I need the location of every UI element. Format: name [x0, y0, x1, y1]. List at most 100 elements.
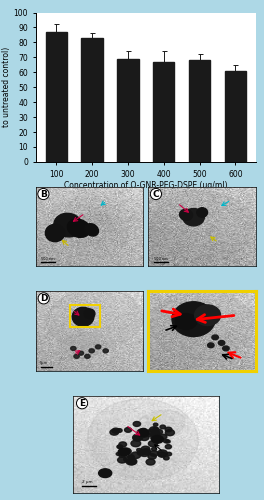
Ellipse shape	[110, 430, 119, 435]
Ellipse shape	[197, 208, 208, 217]
Ellipse shape	[84, 309, 95, 318]
Ellipse shape	[147, 434, 152, 436]
Ellipse shape	[61, 332, 107, 358]
Ellipse shape	[149, 426, 159, 433]
Bar	[46, 32, 67, 162]
Ellipse shape	[212, 335, 218, 340]
Ellipse shape	[124, 456, 131, 462]
Ellipse shape	[142, 448, 151, 454]
Ellipse shape	[157, 450, 167, 456]
Ellipse shape	[153, 428, 158, 430]
Ellipse shape	[158, 452, 166, 457]
Ellipse shape	[218, 340, 225, 345]
Ellipse shape	[148, 454, 156, 459]
Ellipse shape	[151, 435, 159, 441]
Ellipse shape	[165, 430, 175, 436]
Ellipse shape	[135, 410, 185, 440]
Ellipse shape	[165, 444, 171, 449]
Ellipse shape	[71, 346, 76, 350]
Bar	[82, 38, 103, 162]
Ellipse shape	[118, 448, 130, 456]
Ellipse shape	[112, 428, 120, 433]
Ellipse shape	[160, 425, 166, 429]
Ellipse shape	[175, 314, 197, 330]
Ellipse shape	[88, 399, 198, 480]
Ellipse shape	[126, 458, 136, 465]
Ellipse shape	[116, 428, 122, 432]
Ellipse shape	[137, 450, 145, 456]
Ellipse shape	[133, 434, 143, 441]
Ellipse shape	[103, 349, 109, 353]
Ellipse shape	[163, 440, 169, 443]
Text: E: E	[79, 398, 85, 407]
Ellipse shape	[166, 440, 170, 443]
Ellipse shape	[133, 436, 141, 441]
Bar	[117, 59, 139, 162]
Ellipse shape	[137, 448, 142, 452]
Ellipse shape	[85, 224, 98, 236]
Ellipse shape	[121, 448, 131, 454]
Ellipse shape	[172, 302, 215, 336]
Ellipse shape	[141, 446, 150, 452]
Ellipse shape	[152, 436, 158, 440]
Text: 500 nm: 500 nm	[41, 257, 55, 261]
Ellipse shape	[150, 290, 254, 360]
Text: C: C	[153, 190, 159, 198]
Ellipse shape	[133, 422, 141, 426]
Ellipse shape	[180, 210, 192, 220]
Ellipse shape	[223, 346, 229, 351]
Ellipse shape	[131, 440, 141, 446]
Ellipse shape	[116, 452, 121, 456]
Ellipse shape	[137, 428, 149, 436]
Ellipse shape	[153, 423, 158, 426]
Ellipse shape	[147, 430, 156, 435]
Ellipse shape	[139, 450, 150, 456]
Ellipse shape	[119, 442, 126, 447]
Ellipse shape	[208, 343, 214, 347]
Ellipse shape	[195, 305, 220, 326]
Ellipse shape	[74, 354, 79, 358]
Bar	[153, 62, 175, 162]
Ellipse shape	[166, 452, 172, 456]
Text: 5μm: 5μm	[40, 362, 48, 366]
Ellipse shape	[47, 289, 143, 350]
Ellipse shape	[119, 452, 126, 458]
Text: D: D	[40, 294, 48, 303]
Ellipse shape	[85, 354, 90, 358]
Bar	[70, 305, 100, 327]
Y-axis label: % cell viability (normalized
to untreated control): % cell viability (normalized to untreate…	[0, 35, 11, 140]
Ellipse shape	[89, 349, 94, 353]
Ellipse shape	[183, 208, 204, 226]
Ellipse shape	[127, 458, 137, 464]
Ellipse shape	[128, 455, 134, 459]
Ellipse shape	[152, 436, 163, 443]
Text: B: B	[40, 190, 47, 198]
Ellipse shape	[125, 428, 131, 432]
Ellipse shape	[139, 431, 148, 438]
Ellipse shape	[128, 455, 134, 459]
Ellipse shape	[155, 430, 163, 434]
Ellipse shape	[140, 434, 149, 440]
Ellipse shape	[72, 308, 94, 326]
Ellipse shape	[140, 428, 147, 433]
Ellipse shape	[165, 427, 172, 432]
Ellipse shape	[67, 219, 90, 238]
Ellipse shape	[96, 345, 101, 349]
Text: 2 μm: 2 μm	[82, 480, 93, 484]
Ellipse shape	[78, 351, 84, 355]
Ellipse shape	[117, 445, 123, 448]
Ellipse shape	[146, 459, 155, 465]
Ellipse shape	[118, 457, 127, 463]
Ellipse shape	[150, 191, 254, 262]
Ellipse shape	[150, 450, 158, 456]
Ellipse shape	[117, 445, 122, 448]
Ellipse shape	[152, 430, 160, 436]
Ellipse shape	[148, 440, 158, 446]
Ellipse shape	[99, 469, 112, 478]
Bar	[225, 71, 246, 162]
Ellipse shape	[131, 452, 141, 458]
Ellipse shape	[164, 456, 169, 460]
Bar	[189, 60, 210, 162]
X-axis label: Concentration of O-GNR-PEG-DSPE (μg/ml): Concentration of O-GNR-PEG-DSPE (μg/ml)	[64, 182, 228, 190]
Ellipse shape	[159, 434, 167, 439]
